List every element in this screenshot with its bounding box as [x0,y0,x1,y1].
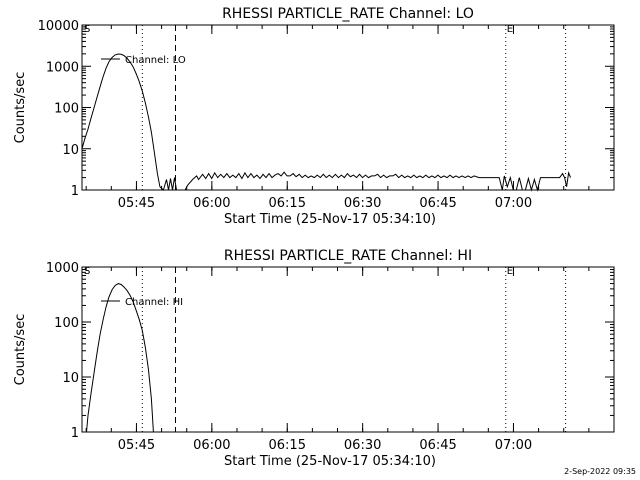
bottom-legend-label: Channel: HI [125,297,183,308]
bottom-x-tick-label: 05:45 [118,438,155,453]
top-x-tick-label: 06:00 [193,196,230,211]
top-y-tick-label: 10 [62,143,79,158]
bottom-x-tick-label: 06:30 [344,438,381,453]
top-marker-s: S [84,24,90,35]
top-y-tick-label: 10000 [38,19,79,34]
bottom-x-tick-label: 06:45 [419,438,456,453]
bottom-x-tick-label: 06:00 [193,438,230,453]
top-marker-e: E [507,24,513,35]
top-y-tick-label: 1000 [46,60,79,75]
top-x-tick-label: 06:30 [344,196,381,211]
top-x-tick-label: 05:45 [118,196,155,211]
generation-timestamp: 2-Sep-2022 09:35 [564,467,636,476]
top-x-tick-label: 07:00 [495,196,532,211]
bottom-y-tick-label: 10 [62,371,79,386]
top-chart-title: RHESSI PARTICLE_RATE Channel: LO [222,6,474,22]
bottom-plot-frame [81,266,615,433]
top-x-tick-label: 06:45 [419,196,456,211]
top-x-axis-label: Start Time (25-Nov-17 05:34:10) [224,212,436,227]
bottom-y-tick-label: 100 [54,316,79,331]
bottom-y-tick-label: 1000 [46,261,79,276]
bottom-y-tick-label: 1 [71,426,79,441]
top-y-tick-label: 100 [54,102,79,117]
bottom-y-axis-label: Counts/sec [13,314,28,386]
bottom-chart-title: RHESSI PARTICLE_RATE Channel: HI [224,248,472,264]
top-y-tick-label: 1 [71,184,79,199]
bottom-series-line [86,283,154,433]
top-legend-label: Channel: LO [125,55,186,66]
bottom-marker-s: S [84,266,90,277]
bottom-x-tick-label: 07:00 [495,438,532,453]
top-x-tick-label: 06:15 [269,196,306,211]
top-series-line [81,53,572,192]
bottom-x-axis-label: Start Time (25-Nov-17 05:34:10) [224,454,436,469]
bottom-chart: RHESSI PARTICLE_RATE Channel: HI 1 10 100 10… [13,248,615,469]
top-y-axis-label: Counts/sec [13,72,28,144]
bottom-x-tick-label: 06:15 [269,438,306,453]
bottom-marker-e: E [507,266,513,277]
top-chart: RHESSI PARTICLE_RATE Channel: LO 1 10 100 10… [13,6,615,227]
top-plot-frame [81,24,615,191]
